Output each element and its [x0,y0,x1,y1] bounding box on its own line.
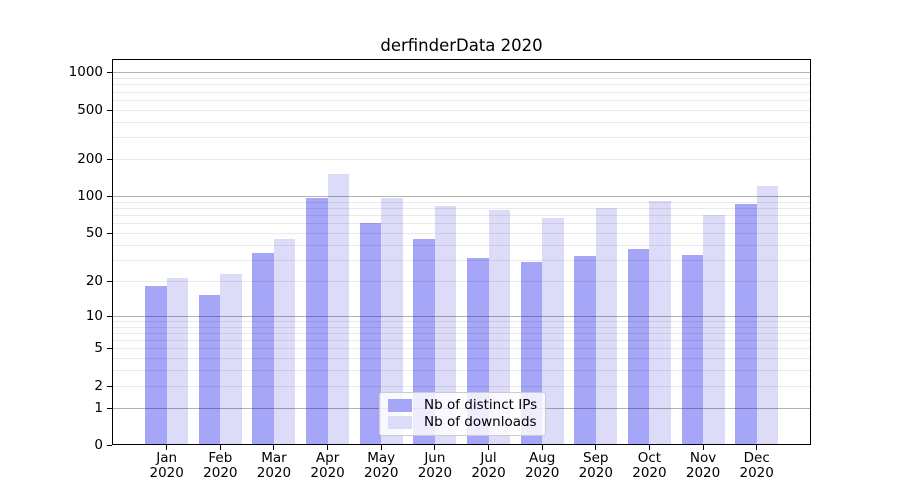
y-tick-mark-0 [107,445,112,446]
x-tick-mark-dec [756,445,758,450]
x-tick-mark-nov [702,445,704,450]
x-tick-year: 2020 [685,465,721,481]
x-tick-label-dec: Dec 2020 [717,451,797,481]
chart-title: derfinderData 2020 [380,36,543,55]
x-tick-mark-mar [273,445,275,450]
y-tick-label-500: 500 [77,101,103,118]
x-tick-year: 2020 [364,465,399,481]
x-tick-label-oct: Oct 2020 [609,451,689,481]
x-tick-year: 2020 [203,465,238,481]
x-tick-label-apr: Apr 2020 [288,451,368,481]
legend-item-distinct-ips: Nb of distinct IPs [388,398,537,413]
x-tick-month: Nov [689,450,717,466]
y-tick-label-1000: 1000 [68,64,103,81]
y-tick-label-1: 1 [94,399,103,416]
x-tick-year: 2020 [310,465,345,481]
y-tick-label-0: 0 [94,437,103,453]
x-tick-month: Aug [528,450,556,466]
y-tick-label-20: 20 [85,272,103,289]
x-tick-mark-jan [166,445,168,450]
x-tick-mark-jun [434,445,436,450]
legend: Nb of distinct IPs Nb of downloads [379,392,546,436]
x-tick-year: 2020 [524,465,560,481]
x-tick-label-aug: Aug 2020 [502,451,582,481]
x-tick-label-feb: Feb 2020 [180,451,260,481]
x-tick-label-jan: Jan 2020 [127,451,207,481]
x-tick-mark-feb [219,445,221,450]
x-tick-year: 2020 [471,465,506,481]
x-tick-year: 2020 [632,465,667,481]
y-tick-label-50: 50 [85,224,103,241]
x-tick-mark-jul [488,445,490,450]
x-tick-label-nov: Nov 2020 [663,451,743,481]
legend-item-downloads: Nb of downloads [388,415,537,430]
plot-area [112,59,811,445]
x-tick-month: Jun [424,450,446,466]
x-tick-month: Sep [583,450,609,466]
y-tick-label-100: 100 [77,188,103,205]
x-tick-label-mar: Mar 2020 [234,451,314,481]
x-tick-year: 2020 [149,465,184,481]
x-tick-year: 2020 [739,465,774,481]
x-tick-label-jul: Jul 2020 [449,451,529,481]
x-tick-month: Mar [261,450,287,466]
x-tick-year: 2020 [578,465,613,481]
x-tick-label-may: May 2020 [341,451,421,481]
x-tick-mark-apr [327,445,329,450]
x-tick-month: Feb [208,450,233,466]
x-tick-month: Jan [156,450,178,466]
y-tick-label-2: 2 [94,377,103,394]
legend-label-distinct-ips: Nb of distinct IPs [424,397,538,413]
x-tick-month: Dec [743,450,770,466]
legend-swatch-distinct-ips [388,399,412,412]
x-tick-year: 2020 [417,465,453,481]
x-tick-month: Jul [480,450,497,466]
x-tick-mark-aug [541,445,543,450]
x-tick-month: May [367,450,396,466]
y-tick-label-10: 10 [85,307,103,324]
y-tick-label-5: 5 [94,340,103,357]
x-tick-mark-sep [595,445,597,450]
x-tick-mark-oct [648,445,650,450]
y-tick-label-200: 200 [77,151,103,167]
x-tick-label-jun: Jun 2020 [395,451,475,481]
x-tick-month: Oct [637,450,662,466]
x-tick-mark-may [380,445,382,450]
x-tick-year: 2020 [256,465,292,481]
legend-swatch-downloads [388,416,412,429]
legend-label-downloads: Nb of downloads [424,414,537,430]
x-tick-month: Apr [315,450,340,466]
x-tick-label-sep: Sep 2020 [556,451,636,481]
